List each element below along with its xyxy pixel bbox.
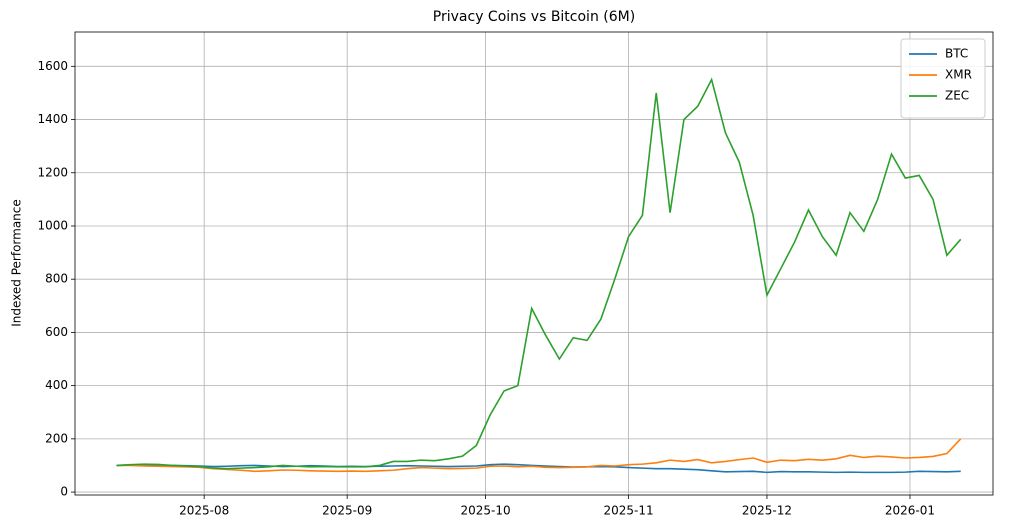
chart-title: Privacy Coins vs Bitcoin (6M) (433, 9, 635, 25)
legend-label: XMR (945, 68, 972, 82)
legend: BTC XMR ZEC (900, 38, 986, 119)
y-tick-label: 600 (45, 325, 68, 339)
legend-label: ZEC (945, 89, 969, 103)
y-tick-label: 800 (45, 272, 68, 286)
legend-label: BTC (945, 47, 968, 61)
x-tick-label: 2025-08 (179, 504, 229, 518)
y-tick-label: 1600 (37, 59, 68, 73)
legend-box (900, 38, 986, 119)
x-tick-label: 2025-09 (322, 504, 372, 518)
y-axis-label: Indexed Performance (10, 199, 24, 327)
y-tick-label: 1400 (37, 112, 68, 126)
plot-frame (74, 31, 994, 496)
x-tick-label: 2025-11 (603, 504, 653, 518)
y-tick-label: 200 (45, 431, 68, 445)
y-tick-label: 400 (45, 378, 68, 392)
y-tick-label: 0 (60, 485, 68, 499)
y-tick-label: 1000 (37, 218, 68, 232)
x-tick-label: 2026-01 (885, 504, 935, 518)
x-tick-label: 2025-10 (460, 504, 510, 518)
y-tick-label: 1200 (37, 165, 68, 179)
line-series (116, 438, 962, 473)
line-series (116, 77, 962, 470)
line-series (116, 463, 961, 474)
x-tick-label: 2025-12 (742, 504, 792, 518)
